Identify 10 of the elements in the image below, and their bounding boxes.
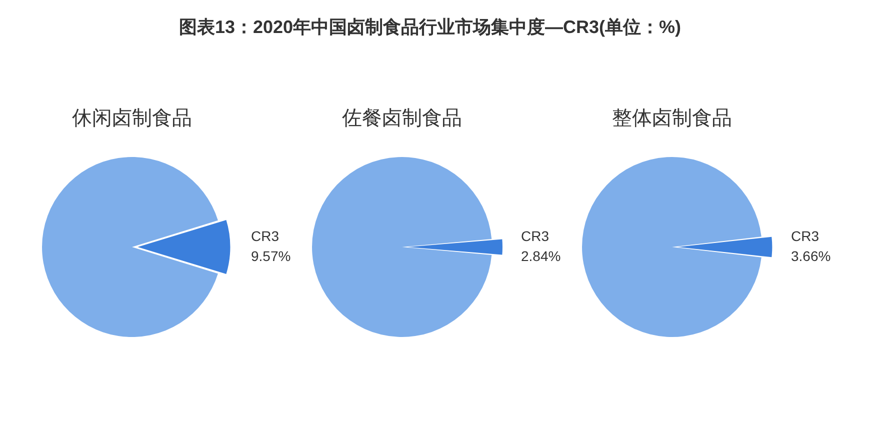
slice-label: CR3 [251,228,280,244]
data-label: 9.57% [251,248,291,264]
slice-label: CR3 [791,228,820,244]
chart-title: 休闲卤制食品 [72,108,192,130]
chart-title: 整体卤制食品 [612,108,732,130]
data-label: 3.66% [791,248,831,264]
chart-title: 佐餐卤制食品 [342,108,462,130]
data-label: 2.84% [521,248,561,264]
slice-label: CR3 [521,228,550,244]
text: 图表13：2020年中国卤制食品行业市场集中度—CR3(单位：%) [178,16,682,38]
